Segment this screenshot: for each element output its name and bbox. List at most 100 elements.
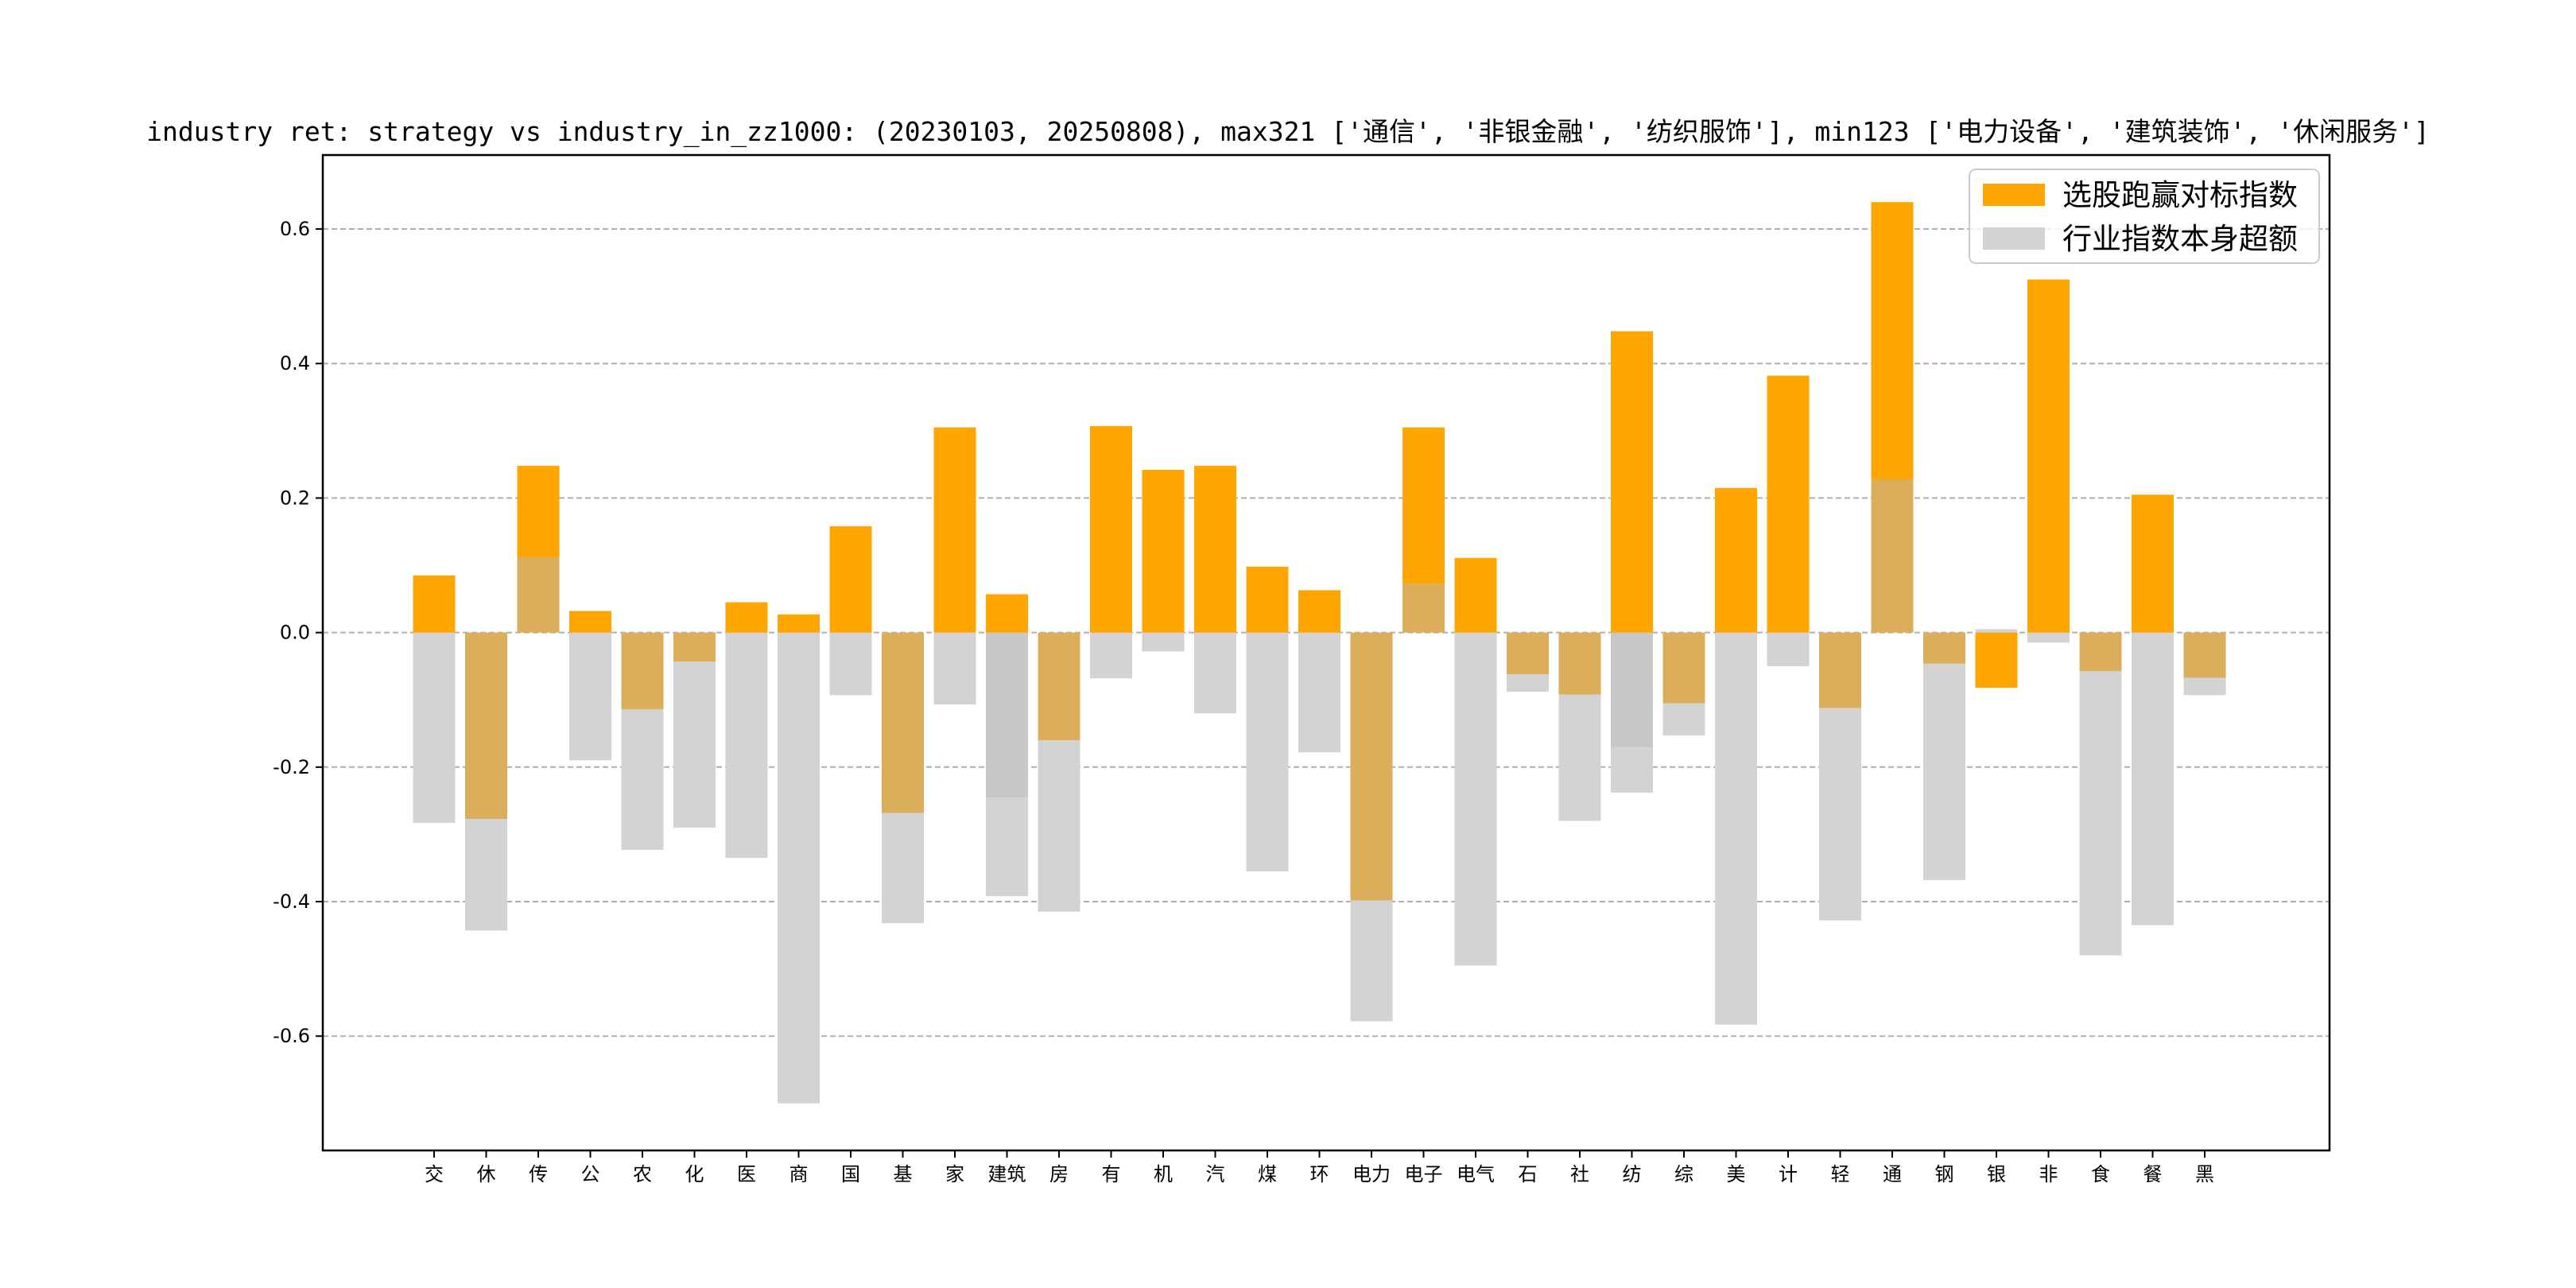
bar-strategy-outperform: [1611, 331, 1653, 633]
x-tick-label: 电气: [1457, 1163, 1495, 1185]
legend-label-industry: 行业指数本身超额: [2062, 222, 2298, 256]
x-axis: 交 休 传 公 农 化 医 商 国 基 家 建筑 房 有 机 汽 煤 环 电力 电子 电气 石 社 纺 综 美 计 轻 通 钢 银 非 食 餐 黑: [425, 1150, 2214, 1185]
bar-overlay-extra: [1611, 632, 1653, 747]
bar-strategy-outperform: [1194, 465, 1236, 633]
bar-overlap: [1402, 583, 1445, 633]
x-tick-label: 通: [1883, 1163, 1902, 1185]
bar-overlap: [1507, 632, 1549, 675]
bar-industry-excess: [1715, 632, 1757, 1025]
x-tick-label: 建筑: [988, 1163, 1026, 1185]
y-tick-label: 0.0: [280, 622, 310, 644]
legend-swatch-strategy: [1983, 184, 2045, 206]
x-tick-label: 交: [425, 1163, 444, 1185]
x-tick-label: 综: [1674, 1163, 1693, 1185]
bar-overlap: [2079, 632, 2122, 671]
x-tick-label: 银: [1987, 1163, 2006, 1185]
bar-industry-excess: [1611, 632, 1653, 793]
bar-overlap: [621, 632, 664, 710]
x-tick-label: 商: [789, 1163, 809, 1185]
bar-overlap: [1871, 479, 1914, 633]
x-tick-label: 电子: [1405, 1163, 1443, 1185]
bar-industry-excess: [1923, 632, 1965, 880]
bar-overlap: [673, 632, 716, 661]
bar-strategy-outperform: [1142, 469, 1185, 633]
bar-industry-excess: [986, 632, 1028, 897]
bar-strategy-outperform: [1090, 425, 1132, 633]
x-tick-label: 基: [894, 1163, 913, 1185]
x-tick-label: 煤: [1258, 1163, 1277, 1185]
y-tick-label: 0.2: [280, 487, 310, 509]
bar-overlap: [2183, 632, 2226, 678]
y-tick-label: -0.4: [273, 890, 310, 913]
chart-title: industry ret: strategy vs industry_in_zz…: [146, 116, 2430, 148]
x-tick-label: 有: [1102, 1163, 1121, 1185]
bar-strategy-outperform: [2027, 279, 2070, 633]
x-tick-label: 农: [633, 1163, 652, 1185]
y-tick-label: 0.4: [280, 352, 310, 374]
bar-strategy-outperform: [778, 614, 820, 633]
y-axis: -0.6 -0.4 -0.2 0.0 0.2 0.4 0.6: [273, 218, 323, 1047]
bar-strategy-outperform: [1454, 557, 1497, 633]
bar-industry-excess: [1975, 629, 2018, 633]
x-tick-label: 计: [1779, 1163, 1798, 1185]
industry-excess-series: [413, 479, 2226, 1104]
legend-swatch-industry: [1983, 227, 2045, 250]
bar-industry-excess: [933, 632, 976, 705]
x-tick-label: 房: [1049, 1163, 1069, 1185]
bar-strategy-outperform: [725, 602, 768, 633]
x-tick-label: 钢: [1935, 1163, 1954, 1185]
bar-industry-excess: [1298, 632, 1340, 753]
x-tick-label: 非: [2039, 1163, 2058, 1185]
x-tick-label: 家: [945, 1163, 964, 1185]
bar-strategy-outperform: [986, 594, 1028, 633]
x-tick-label: 黑: [2195, 1163, 2214, 1185]
y-tick-label: -0.6: [273, 1025, 310, 1047]
bar-industry-excess: [1767, 632, 1810, 666]
bar-industry-excess: [778, 632, 820, 1104]
bar-industry-excess: [1246, 632, 1289, 871]
x-tick-label: 医: [737, 1163, 756, 1185]
bar-overlap: [1662, 632, 1705, 704]
bar-strategy-outperform: [569, 611, 611, 633]
bar-industry-excess: [569, 632, 611, 761]
x-tick-label: 汽: [1206, 1163, 1225, 1185]
bar-overlap: [1819, 632, 1861, 708]
bar-overlay-extra: [986, 632, 1028, 797]
legend-box: [1969, 169, 2320, 264]
x-tick-label: 餐: [2143, 1163, 2163, 1185]
bar-industry-excess: [2027, 632, 2070, 643]
bar-strategy-outperform: [413, 575, 456, 633]
bar-overlap: [517, 557, 560, 633]
x-tick-label: 美: [1727, 1163, 1746, 1185]
bar-overlap: [1038, 632, 1080, 740]
y-tick-label: 0.6: [280, 218, 310, 240]
bar-strategy-outperform: [1298, 590, 1340, 633]
bar-strategy-outperform: [2132, 495, 2174, 633]
x-tick-label: 电力: [1352, 1163, 1391, 1185]
bar-strategy-outperform: [1246, 566, 1289, 633]
bar-industry-excess: [2079, 632, 2122, 956]
bar-overlap: [465, 632, 507, 819]
x-tick-label: 传: [529, 1163, 548, 1185]
bar-industry-excess: [829, 632, 872, 696]
x-tick-label: 石: [1519, 1163, 1538, 1185]
bar-strategy-outperform: [1975, 632, 2018, 688]
bar-industry-excess: [1454, 632, 1497, 966]
x-tick-label: 国: [841, 1163, 860, 1185]
bar-strategy-outperform: [829, 526, 872, 633]
x-tick-label: 公: [581, 1163, 600, 1185]
bar-strategy-outperform: [1767, 375, 1810, 633]
x-tick-label: 机: [1154, 1163, 1173, 1185]
x-tick-label: 休: [477, 1163, 496, 1185]
bar-overlap: [1558, 632, 1601, 695]
overlay-segments: [465, 479, 2226, 901]
legend-label-strategy: 选股跑赢对标指数: [2062, 178, 2298, 212]
bar-industry-excess: [725, 632, 768, 859]
x-tick-label: 环: [1310, 1163, 1329, 1185]
x-tick-label: 化: [685, 1163, 704, 1185]
bar-overlap: [1923, 632, 1965, 664]
bar-industry-excess: [1194, 632, 1236, 714]
x-tick-label: 轻: [1831, 1163, 1850, 1185]
bar-industry-excess: [1142, 632, 1185, 652]
x-tick-label: 纺: [1623, 1163, 1642, 1185]
